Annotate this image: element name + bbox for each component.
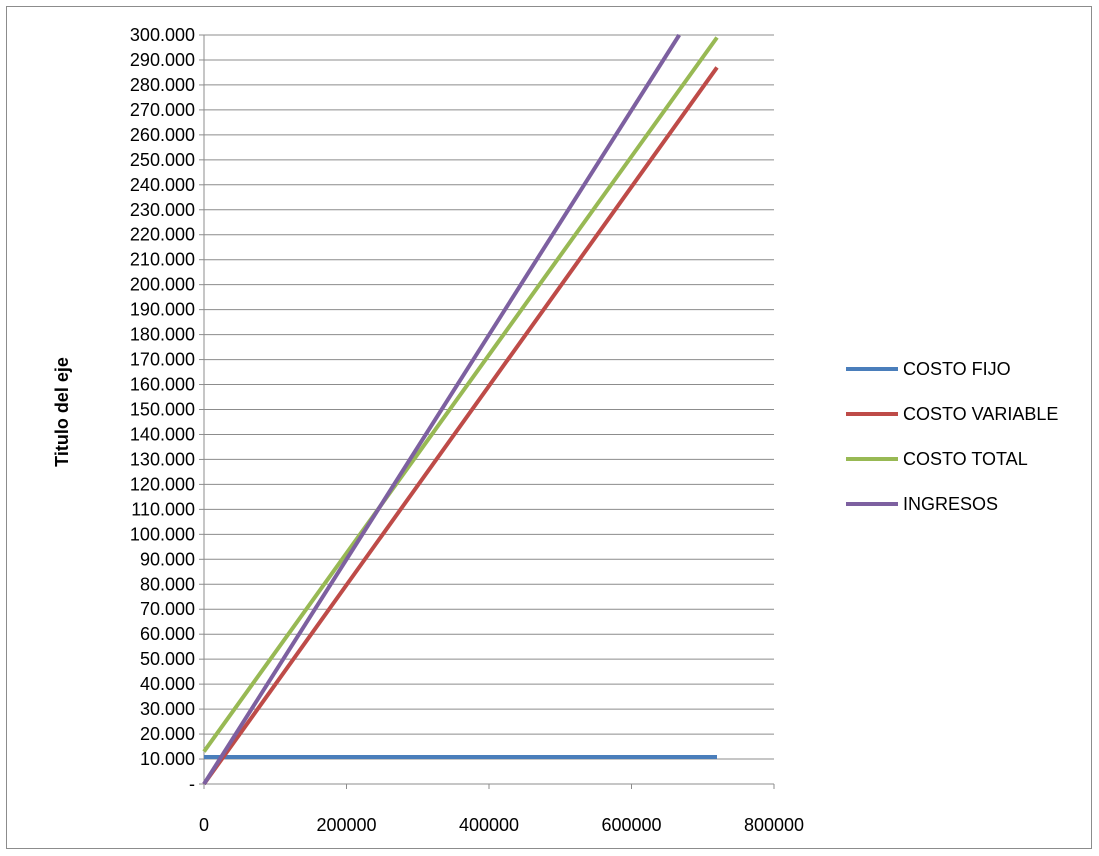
y-tick-label: 270.000: [130, 100, 195, 120]
series-line-costo-variable: [202, 66, 719, 786]
y-tick-label: 100.000: [130, 524, 195, 544]
y-tick-label: 280.000: [130, 75, 195, 95]
legend: COSTO FIJO COSTO VARIABLE COSTO TOTAL INGRE…: [846, 359, 1058, 514]
y-tick-labels: - 10.000 20.000 30.000 40.000 50.000 60.000 70.…: [130, 25, 195, 794]
y-tick-label: 210.000: [130, 250, 195, 270]
y-tick-label: 10.000: [140, 749, 195, 769]
x-tick-label: 800000: [744, 815, 804, 835]
y-tick-label: 110.000: [131, 499, 195, 519]
series-lines: [202, 33, 719, 786]
y-tick-label: 140.000: [130, 424, 195, 444]
y-tick-label: 80.000: [140, 574, 195, 594]
x-tick-label: 0: [199, 815, 209, 835]
x-tick-label: 200000: [316, 815, 376, 835]
x-tick-labels: 0 200000 400000 600000 800000: [199, 815, 804, 835]
y-tick-label: 130.000: [130, 449, 195, 469]
y-tick-label: 190.000: [130, 300, 195, 320]
y-axis-title: Titulo del eje: [52, 357, 72, 467]
y-tick-label: 40.000: [140, 674, 195, 694]
y-tick-label: 150.000: [130, 400, 195, 420]
x-tick-label: 400000: [459, 815, 519, 835]
y-tick-label: 70.000: [140, 599, 195, 619]
series-line-costo-total: [202, 36, 719, 753]
y-tick-label: 180.000: [130, 325, 195, 345]
axes: [199, 34, 775, 789]
y-tick-label: 170.000: [130, 350, 195, 370]
legend-label-ingresos: INGRESOS: [903, 494, 998, 514]
y-tick-label: 30.000: [140, 699, 195, 719]
y-tick-label: 160.000: [130, 375, 195, 395]
y-tick-label: -: [189, 774, 195, 794]
y-tick-label: 50.000: [140, 649, 195, 669]
y-tick-label: 200.000: [130, 275, 195, 295]
y-tick-label: 120.000: [130, 474, 195, 494]
y-tick-label: 230.000: [130, 200, 195, 220]
y-tick-label: 220.000: [130, 225, 195, 245]
y-tick-label: 290.000: [130, 50, 195, 70]
legend-label-costo-fijo: COSTO FIJO: [903, 359, 1011, 379]
chart-frame: [6, 6, 1092, 849]
y-tick-label: 250.000: [130, 150, 195, 170]
y-tick-label: 60.000: [140, 624, 195, 644]
series-line-ingresos: [202, 33, 681, 786]
legend-label-costo-variable: COSTO VARIABLE: [903, 404, 1058, 424]
y-tick-label: 260.000: [130, 125, 195, 145]
y-tick-label: 300.000: [130, 25, 195, 45]
y-tick-label: 20.000: [140, 724, 195, 744]
y-tick-label: 240.000: [130, 175, 195, 195]
y-tick-label: 90.000: [140, 549, 195, 569]
x-tick-label: 600000: [601, 815, 661, 835]
legend-label-costo-total: COSTO TOTAL: [903, 449, 1028, 469]
